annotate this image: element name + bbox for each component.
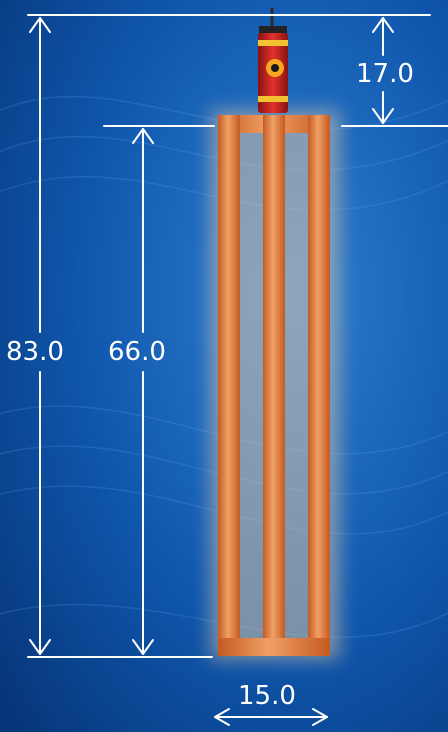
frame-middle-post: [263, 115, 285, 655]
frame-bottom-rail: [218, 638, 330, 656]
overall-height-dimension: [29, 17, 51, 655]
frame-height-dimension: [132, 128, 154, 655]
width-label: 15.0: [238, 681, 296, 711]
firework-canister-icon: [258, 8, 288, 113]
cap-height-label: 17.0: [356, 59, 414, 89]
width-dimension: [214, 708, 328, 726]
frame-right-post: [308, 115, 330, 655]
overall-height-label: 83.0: [6, 337, 64, 367]
cap-height-dimension: [372, 17, 394, 124]
wooden-frame: [218, 115, 330, 656]
frame-height-label: 66.0: [108, 337, 166, 367]
frame-left-post: [218, 115, 240, 655]
